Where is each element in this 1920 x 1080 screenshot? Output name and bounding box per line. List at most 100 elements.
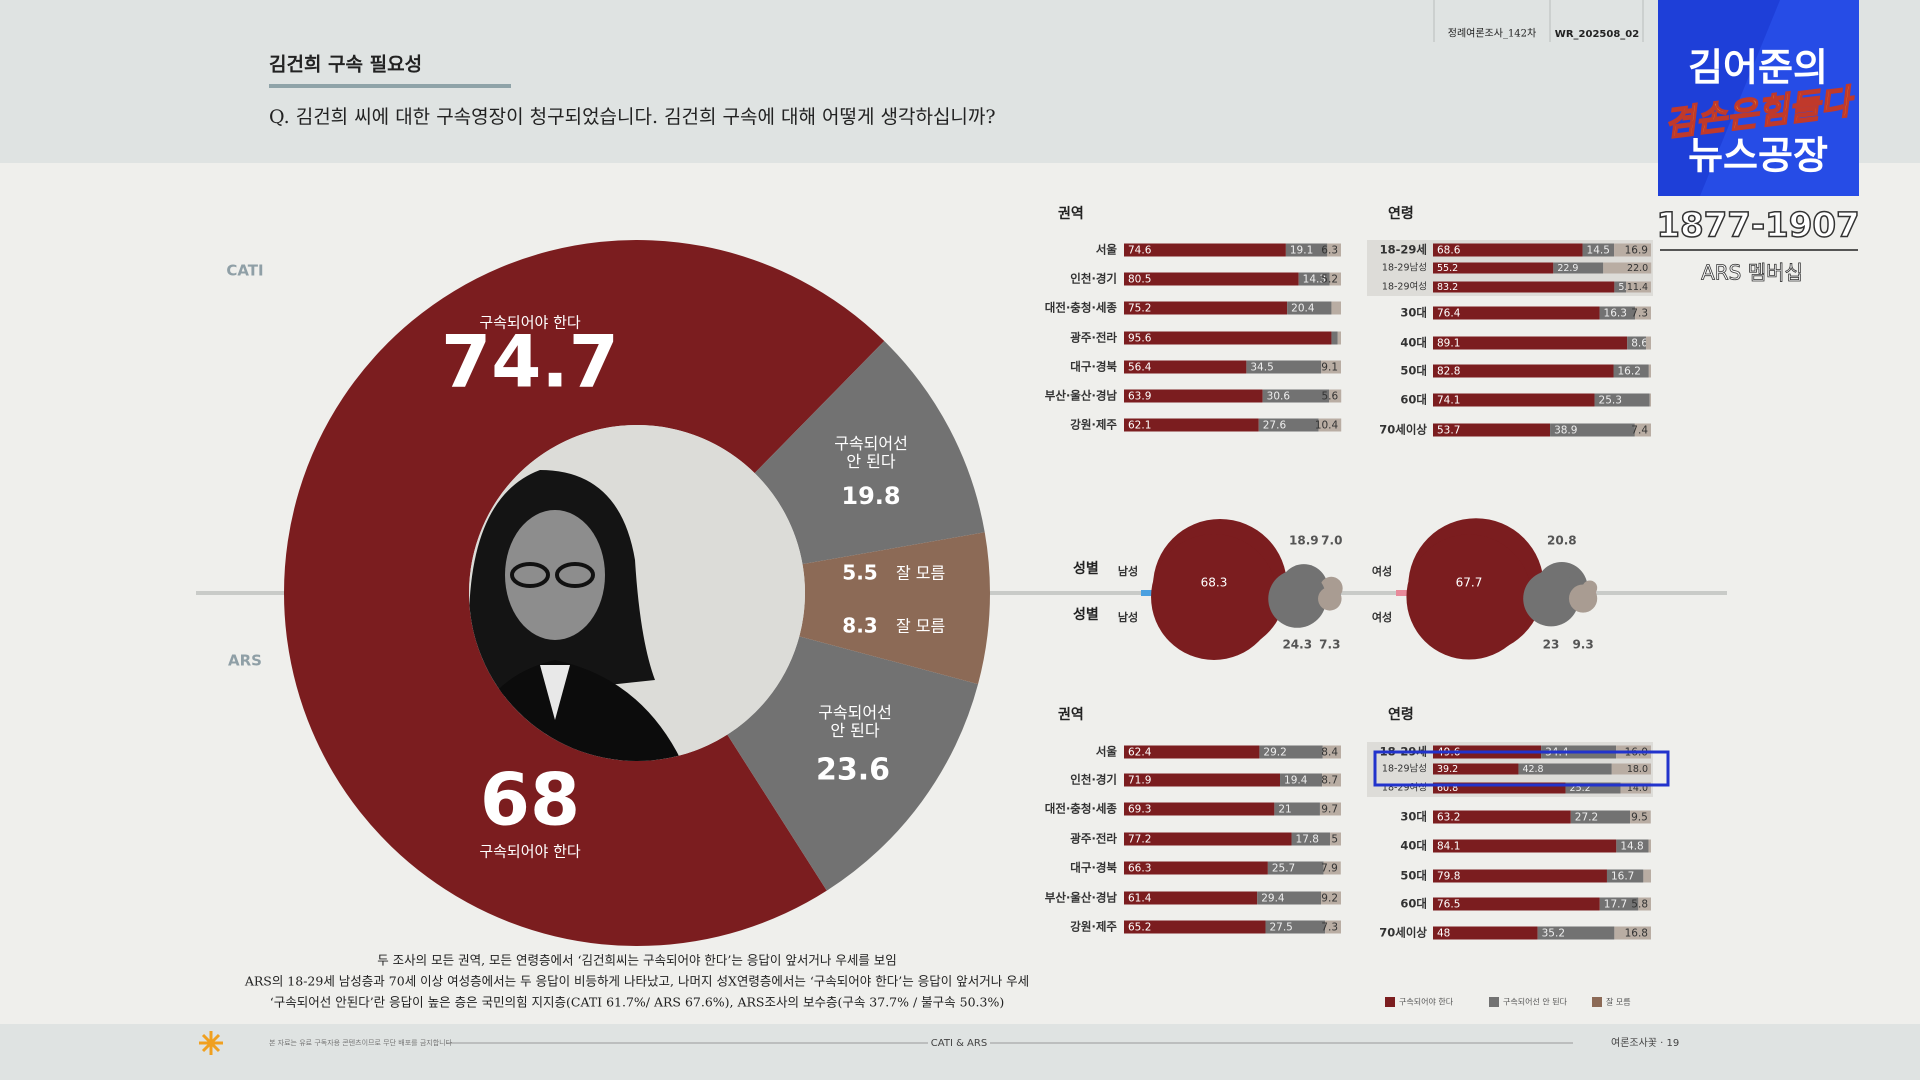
bar-label: 82.8 — [1437, 366, 1460, 378]
bar-label: 39.2 — [1437, 764, 1458, 775]
bar-segment — [1124, 891, 1258, 905]
row-label: 대구·경북 — [1070, 861, 1117, 875]
title: 김건희 구속 필요성 — [269, 54, 422, 76]
bar-label: 27.6 — [1263, 420, 1287, 432]
bar-segment — [1124, 331, 1332, 345]
row-label: 대전·충청·세종 — [1045, 301, 1118, 315]
bar-label: 8.6 — [1631, 338, 1648, 350]
bar-label: 65.2 — [1128, 922, 1151, 934]
bar-label: 8.7 — [1321, 775, 1338, 787]
donut-label: 잘 모름 — [896, 564, 945, 583]
row-label: 서울 — [1096, 243, 1118, 257]
footer-center: CATI & ARS — [931, 1038, 987, 1049]
bar-segment — [1124, 360, 1247, 374]
bubble-label: 24.3 — [1282, 638, 1312, 652]
bar-label: 20.4 — [1291, 303, 1315, 315]
bar-label: 79.8 — [1437, 871, 1460, 883]
bar-label: 25.2 — [1570, 783, 1591, 794]
bar-label: 80.5 — [1128, 274, 1151, 286]
donut-label: 구속되어선 안 된다 — [818, 703, 892, 740]
bar-segment — [1124, 745, 1260, 759]
section-title: 연령 — [1388, 206, 1414, 222]
bar-segment — [1620, 782, 1651, 794]
bar-label: 9.5 — [1631, 812, 1648, 824]
bubble — [1318, 587, 1342, 611]
row-label: 30대 — [1400, 306, 1427, 320]
row-label: 70세이상 — [1379, 423, 1427, 437]
logo-stripe — [1700, 0, 1859, 196]
bar-label: 53.7 — [1437, 425, 1460, 437]
logo-membership: ARS 멤버십 — [1701, 261, 1803, 285]
bar-segment — [1635, 306, 1651, 320]
bar-segment — [1262, 389, 1330, 403]
bar-segment — [1124, 243, 1286, 257]
survey-label: CATI — [226, 262, 263, 280]
bar-label: 83.2 — [1437, 282, 1458, 293]
bubble — [1568, 584, 1598, 613]
donut-value: 23.6 — [816, 753, 890, 788]
logo-text: 김어준의 — [1688, 46, 1828, 90]
bubble — [1406, 534, 1532, 660]
bar-label: 76.5 — [1437, 899, 1460, 911]
donut-segment — [802, 532, 990, 593]
legend-label: 구속되어선 안 된다 — [1503, 997, 1568, 1007]
donut-value: 68 — [480, 758, 580, 842]
summary-line: 두 조사의 모든 권역, 모든 연령층에서 ‘김건희씨는 구속되어야 한다’는 … — [377, 953, 897, 968]
row-label: 18-29세 — [1380, 243, 1427, 257]
row-label: 18-29여성 — [1382, 782, 1427, 794]
bar-label: 8.4 — [1321, 747, 1338, 759]
bar-label: 5.8 — [1631, 899, 1648, 911]
bar-label: 69.3 — [1128, 804, 1151, 816]
bar-label: 9.1 — [1321, 362, 1338, 374]
bar-label: 27.2 — [1575, 812, 1598, 824]
row-label: 18-29여성 — [1382, 281, 1427, 293]
bar-segment — [1626, 281, 1651, 293]
bar-label: 10.4 — [1315, 420, 1339, 432]
bar-label: 38.9 — [1554, 425, 1577, 437]
bar-segment — [1124, 418, 1259, 432]
bubble-label: 67.7 — [1456, 576, 1483, 590]
bar-label: 74.1 — [1437, 395, 1460, 407]
bar-segment — [1582, 243, 1615, 257]
bar-segment — [1280, 773, 1323, 787]
bar-segment — [1634, 423, 1651, 437]
bar-label: 30.6 — [1267, 391, 1291, 403]
bar-label: 17.7 — [1604, 899, 1627, 911]
tag: 정례여론조사_142차 — [1448, 28, 1537, 40]
bar-label: 17.8 — [1296, 834, 1319, 846]
bar-label: 63.9 — [1128, 391, 1151, 403]
summary-line: ‘구속되어선 안된다’란 응답이 높은 층은 국민의힘 지지층(CATI 61.… — [270, 995, 1004, 1010]
bar-segment — [1594, 393, 1650, 407]
bar-segment — [1433, 763, 1519, 775]
bubble-label: 20.8 — [1547, 534, 1577, 548]
bar-label: 18.0 — [1627, 764, 1648, 775]
bar-segment — [1258, 418, 1319, 432]
bar-label: 14.5 — [1587, 245, 1610, 257]
bar-segment — [1638, 897, 1651, 911]
donut-label: 구속되어야 한다 — [479, 843, 581, 861]
donut-value: 5.5 — [842, 561, 877, 585]
bar-segment — [1433, 423, 1551, 437]
section-title: 성별 — [1073, 560, 1099, 577]
bar-segment — [1433, 262, 1554, 274]
bar-label: 22.9 — [1557, 263, 1578, 274]
bar-label: 62.1 — [1128, 420, 1151, 432]
row-label: 대전·충청·세종 — [1045, 802, 1118, 816]
bar-segment — [1606, 869, 1644, 883]
bar-label: 16.2 — [1618, 366, 1641, 378]
bubble-label: 68.3 — [1201, 576, 1228, 590]
bar-segment — [1124, 272, 1299, 286]
bar-label: 19.4 — [1284, 775, 1308, 787]
bar-segment — [1614, 281, 1627, 293]
row-label: 70세이상 — [1379, 926, 1427, 940]
bar-label: 22.0 — [1627, 263, 1648, 274]
donut-segment — [754, 341, 985, 565]
donut-center — [469, 425, 805, 761]
bar-segment — [1550, 423, 1635, 437]
bubble-label: 7.0 — [1321, 534, 1342, 548]
bar-segment — [1287, 301, 1332, 315]
footer-page: 여론조사꽃 · 19 — [1611, 1037, 1679, 1049]
bar-segment — [1329, 272, 1341, 286]
bar-segment — [1246, 360, 1322, 374]
